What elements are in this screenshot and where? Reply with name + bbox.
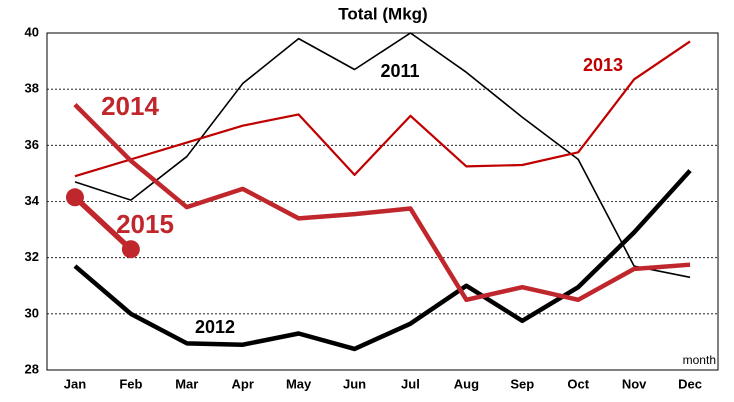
series-label: 2011 [380, 61, 419, 81]
series-line [73, 169, 692, 352]
y-tick-label: 36 [25, 137, 39, 152]
series-line [73, 103, 691, 303]
point [121, 240, 140, 259]
x-tick-label: Sep [510, 376, 534, 391]
series-line [74, 32, 691, 279]
series-line [74, 40, 691, 178]
x-tick-label: Jun [343, 376, 366, 391]
x-tick-label: Jul [401, 376, 420, 391]
y-tick-label: 40 [25, 24, 39, 39]
x-axis-label: month [683, 353, 716, 367]
y-tick-label: 38 [25, 81, 39, 96]
x-tick-label: Oct [567, 376, 589, 391]
chart-title: Total (Mkg) [338, 4, 427, 23]
x-tick-label: May [286, 376, 312, 391]
y-tick-label: 30 [25, 305, 39, 320]
point [65, 188, 84, 207]
series-label: 2012 [195, 317, 235, 337]
x-tick-label: Aug [454, 376, 479, 391]
series-label: 2015 [116, 209, 174, 239]
series-label: 2014 [101, 91, 159, 121]
x-tick-label: Jan [64, 376, 86, 391]
y-tick-label: 34 [25, 193, 40, 208]
x-tick-label: Apr [232, 376, 254, 391]
series-line [73, 195, 133, 252]
x-tick-label: Dec [678, 376, 702, 391]
x-tick-label: Mar [175, 376, 198, 391]
y-tick-label: 32 [25, 249, 39, 264]
y-tick-label: 28 [25, 361, 39, 376]
x-tick-label: Nov [622, 376, 647, 391]
plot-border [46, 32, 719, 371]
series-label: 2013 [583, 55, 623, 75]
x-tick-label: Feb [119, 376, 142, 391]
